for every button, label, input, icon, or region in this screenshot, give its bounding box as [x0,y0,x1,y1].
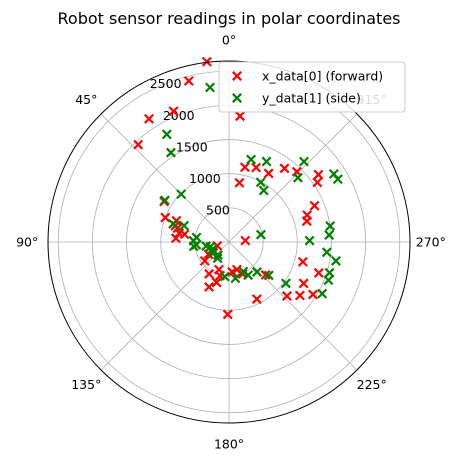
data-point-series-1 [299,156,309,167]
data-point-series-1 [205,82,215,93]
data-point-series-0 [204,281,214,292]
data-point-series-0 [294,290,305,301]
data-point-series-1 [280,278,291,289]
data-point-series-0 [279,163,290,174]
data-point-series-0 [144,113,154,124]
data-point-series-1 [328,168,339,179]
angle-tick-label: 225° [357,377,387,392]
data-point-series-0 [222,309,233,320]
legend-label: y_data[1] (side) [262,91,361,106]
radial-tick-label: 1000 [189,171,221,186]
data-point-series-1 [165,147,176,158]
data-markers [133,56,343,320]
data-point-series-1 [317,288,328,299]
data-point-series-0 [251,294,262,305]
data-point-series-0 [313,267,324,278]
data-point-series-0 [170,233,181,244]
data-point-series-1 [261,156,272,167]
data-point-series-1 [179,220,190,231]
data-point-series-1 [188,241,199,252]
data-point-series-1 [251,266,262,277]
data-point-series-1 [159,195,170,206]
data-point-series-1 [258,185,269,196]
data-point-series-0 [260,269,271,280]
angular-grid-line [100,241,230,371]
angular-grid-line [228,113,358,243]
data-point-series-0 [308,289,318,300]
radial-tick-label: 1500 [176,139,208,154]
data-point-series-0 [235,111,245,122]
data-point-series-1 [255,177,266,188]
data-point-series-0 [312,177,323,188]
data-point-series-0 [234,177,245,188]
data-point-series-0 [199,255,210,266]
data-point-series-0 [251,162,262,173]
angle-tick-label: 45° [75,92,97,107]
angle-tick-label: 135° [71,377,101,392]
data-point-series-1 [213,250,224,261]
data-point-series-1 [212,253,223,264]
legend-label: x_data[0] (forward) [262,69,383,84]
data-point-series-0 [309,200,320,211]
data-point-series-1 [325,220,336,231]
data-point-series-1 [321,247,332,258]
angular-grid-line [228,241,358,371]
polar-grid [48,61,410,423]
data-point-series-1 [263,270,274,281]
angle-tick-label: 90° [16,235,38,250]
data-point-series-0 [281,291,292,302]
data-point-series-0 [204,268,215,279]
legend-marker-series-0 [232,71,242,81]
data-point-series-1 [219,271,230,282]
polar-frame [47,60,411,424]
data-point-series-0 [263,168,274,179]
angle-tick-label: 180° [214,436,244,451]
legend-marker-series-1 [232,93,242,103]
data-point-series-1 [323,275,334,286]
data-point-series-1 [168,218,179,229]
data-point-series-0 [313,169,324,180]
data-point-series-0 [201,56,212,67]
data-point-series-1 [230,273,241,284]
legend: x_data[0] (forward) y_data[1] (side) [218,61,406,113]
data-point-series-1 [246,154,257,165]
data-point-series-1 [304,235,315,246]
data-point-series-0 [179,229,190,240]
data-point-series-1 [255,229,266,240]
legend-box [218,61,406,113]
chart-title: Robot sensor readings in polar coordinat… [58,9,401,28]
data-point-series-0 [240,235,251,246]
data-point-series-1 [292,172,303,183]
data-point-series-1 [176,189,187,200]
radial-tick-label: 500 [206,202,230,217]
data-point-series-1 [243,270,254,281]
data-point-series-0 [297,256,308,267]
angular-grid-line [100,113,230,243]
radial-tick-label: 2500 [150,76,182,91]
data-point-series-0 [298,278,309,289]
data-point-series-1 [324,267,335,278]
data-point-series-0 [302,210,313,221]
data-point-series-0 [160,212,171,223]
data-point-series-0 [133,139,144,150]
data-point-series-1 [161,129,172,140]
data-point-series-1 [330,255,341,266]
data-point-series-0 [168,106,179,117]
angle-tick-label: 0° [222,33,236,48]
radial-tick-label: 2000 [163,108,195,123]
data-point-series-1 [324,230,335,240]
angle-tick-label: 270° [416,235,446,250]
data-point-series-0 [183,75,194,86]
data-point-series-0 [211,277,222,288]
